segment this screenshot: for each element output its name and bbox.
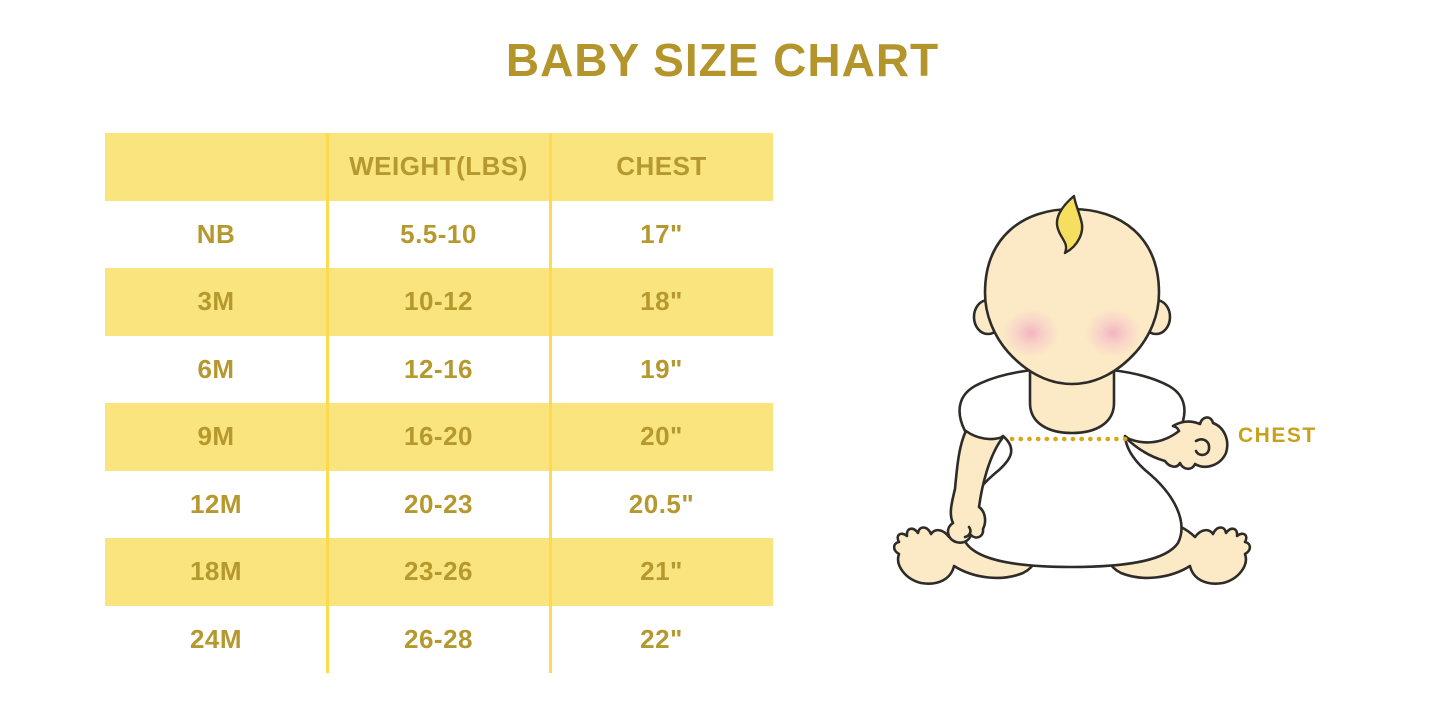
weight-cell: 12-16 [404,353,473,384]
weight-column-header: WEIGHT(LBS) [349,151,528,182]
baby-left-arm [946,429,1005,544]
size-table: WEIGHT(LBS) CHEST NB 5.5-10 17" 3M 10-12… [105,133,773,673]
left-cheek-blush [1003,309,1059,357]
table-row: 12M 20-23 20.5" [105,471,773,539]
chest-cell: 18" [640,286,683,317]
baby-illustration [892,193,1253,593]
weight-cell: 16-20 [404,421,473,452]
weight-cell: 26-28 [404,623,473,654]
size-cell: 6M [197,353,235,384]
column-divider [549,133,552,673]
table-row: NB 5.5-10 17" [105,201,773,269]
baby-sitting-drawing [892,194,1252,585]
table-row: 18M 23-26 21" [105,538,773,606]
size-cell: 3M [197,286,235,317]
size-cell: 18M [189,556,243,587]
size-cell: 9M [197,421,235,452]
chest-cell: 19" [640,353,683,384]
weight-cell: 5.5-10 [400,218,477,249]
size-cell: 12M [189,488,243,519]
chest-label: CHEST [1238,424,1317,447]
right-cheek-blush [1085,309,1141,357]
column-divider [326,133,329,673]
table-row: 9M 16-20 20" [105,403,773,471]
page-title: BABY SIZE CHART [505,34,940,86]
hair-curl [1055,194,1084,255]
table-row: 24M 26-28 22" [105,606,773,674]
chest-cell: 20.5" [628,488,695,519]
chest-cell: 20" [640,421,683,452]
chest-column-header: CHEST [616,151,707,182]
weight-cell: 10-12 [404,286,473,317]
table-row: 6M 12-16 19" [105,336,773,404]
table-header-row: WEIGHT(LBS) CHEST [105,133,773,201]
weight-cell: 20-23 [404,488,473,519]
size-cell: 24M [189,623,243,654]
weight-cell: 23-26 [404,556,473,587]
size-cell: NB [196,218,236,249]
chest-cell: 17" [640,218,683,249]
table-row: 3M 10-12 18" [105,268,773,336]
chest-cell: 22" [640,623,683,654]
hand-finger-line [963,525,972,539]
chest-cell: 21" [640,556,683,587]
fist-curl-line [1194,438,1211,457]
